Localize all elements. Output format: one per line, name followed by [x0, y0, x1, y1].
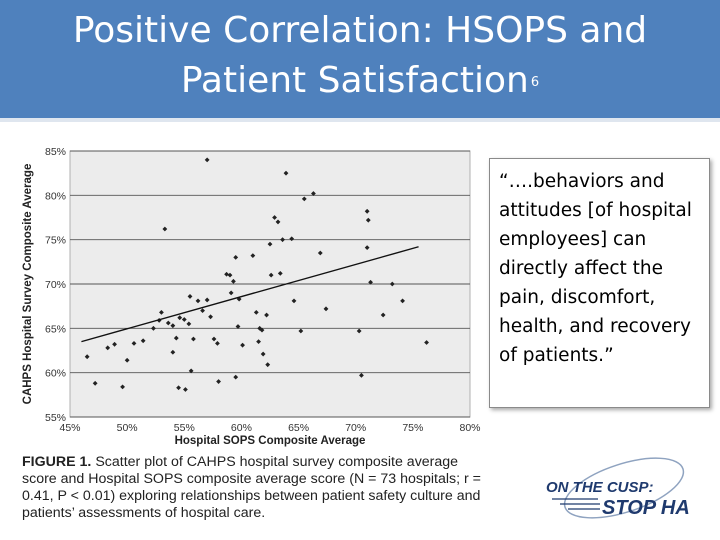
- x-axis-label: Hospital SOPS Composite Average: [175, 435, 366, 447]
- data-point: [356, 328, 362, 334]
- data-point: [250, 253, 256, 259]
- data-point: [188, 368, 194, 374]
- y-tick-label: 55%: [45, 412, 66, 424]
- caption-label: FIGURE 1.: [22, 454, 92, 470]
- data-point: [301, 196, 307, 202]
- y-tick-label: 65%: [45, 323, 66, 335]
- data-point: [317, 250, 323, 256]
- y-tick-label: 80%: [45, 190, 66, 202]
- title-line-2-text: Patient Satisfaction: [180, 60, 529, 101]
- data-point: [170, 349, 176, 355]
- trend-line: [81, 246, 419, 343]
- title-reference: 6: [530, 75, 540, 90]
- logo-line-2: STOP HAI: [602, 497, 690, 519]
- y-tick-label: 70%: [45, 279, 66, 291]
- data-point: [195, 298, 201, 304]
- data-point: [265, 362, 271, 368]
- x-tick-label: 55%: [174, 422, 195, 434]
- data-point: [272, 215, 277, 220]
- y-axis-ticks: 55% 60% 65% 70% 75% 80% 85%: [45, 146, 66, 424]
- slide-title: Positive Correlation: HSOPS and Patient …: [0, 6, 720, 114]
- quote-box: “….behaviors and attitudes [of hospital …: [489, 158, 710, 408]
- on-the-cusp-logo: ON THE CUSP: STOP HAI: [546, 457, 690, 519]
- x-tick-label: 45%: [59, 422, 80, 434]
- data-point: [259, 327, 265, 333]
- data-point: [311, 191, 316, 196]
- data-point: [389, 281, 395, 287]
- y-axis-label: CAHPS Hospital Survey Composite Average: [22, 164, 34, 405]
- data-point: [359, 372, 364, 378]
- y-tick-label: 75%: [45, 235, 66, 247]
- data-point: [280, 237, 285, 243]
- logo-swoosh: [563, 457, 685, 519]
- data-point: [151, 325, 156, 331]
- x-tick-label: 60%: [231, 422, 252, 434]
- data-point: [159, 309, 164, 315]
- data-point: [256, 339, 261, 345]
- data-point: [364, 245, 370, 251]
- x-tick-label: 80%: [459, 422, 480, 434]
- caption-text: Scatter plot of CAHPS hospital survey co…: [22, 454, 481, 521]
- data-point: [140, 338, 146, 344]
- title-line-2: Patient Satisfaction 6: [0, 56, 720, 114]
- data-point: [424, 340, 429, 345]
- data-point: [368, 279, 373, 285]
- x-tick-label: 65%: [288, 422, 309, 434]
- data-point: [131, 341, 137, 346]
- data-point: [400, 298, 405, 304]
- x-tick-label: 70%: [345, 422, 366, 434]
- title-bar: Positive Correlation: HSOPS and Patient …: [0, 0, 720, 122]
- data-point: [380, 312, 386, 318]
- quote-text: “….behaviors and attitudes [of hospital …: [499, 171, 692, 366]
- data-point: [365, 217, 371, 223]
- x-axis-ticks: 45% 50% 55% 60% 65% 70% 75% 80%: [59, 422, 480, 434]
- x-tick-label: 75%: [402, 422, 423, 434]
- logo-line-1: ON THE CUSP:: [546, 479, 654, 496]
- scatter-chart: 55% 60% 65% 70% 75% 80% 85% 45% 50% 55% 60% 65% 70%…: [22, 146, 481, 447]
- data-point: [289, 236, 295, 242]
- title-line-1: Positive Correlation: HSOPS and: [72, 10, 648, 51]
- x-tick-label: 50%: [117, 422, 138, 434]
- y-tick-label: 85%: [45, 146, 66, 158]
- gridlines: [70, 150, 470, 418]
- data-point: [215, 341, 220, 346]
- data-point: [291, 298, 297, 304]
- data-point: [277, 270, 283, 276]
- figure-caption: FIGURE 1. Scatter plot of CAHPS hospital…: [22, 454, 484, 522]
- y-tick-label: 60%: [45, 368, 66, 380]
- data-point: [298, 328, 304, 334]
- data-point: [364, 208, 370, 214]
